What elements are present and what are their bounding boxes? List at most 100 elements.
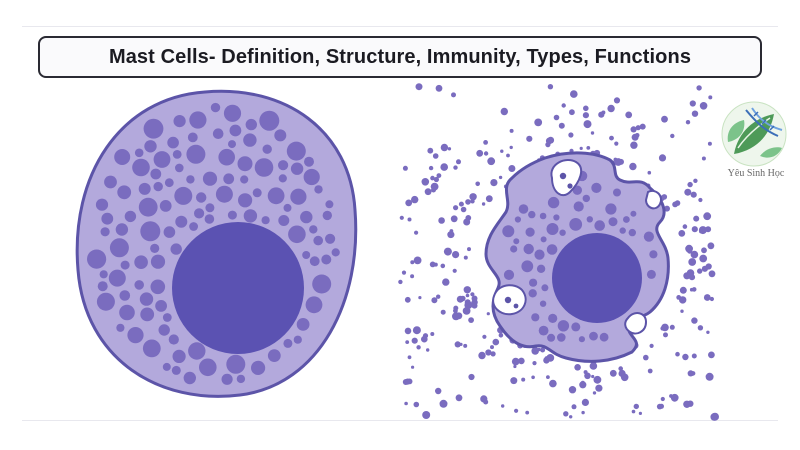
released-granule xyxy=(583,105,589,112)
granule xyxy=(243,133,257,147)
released-granule xyxy=(633,403,639,410)
released-granule xyxy=(469,193,477,201)
granule xyxy=(95,198,109,211)
released-granule xyxy=(399,215,404,220)
released-granule xyxy=(456,159,461,165)
released-granule xyxy=(678,230,686,237)
released-granule xyxy=(635,125,641,131)
granule xyxy=(278,160,289,171)
granule xyxy=(296,318,310,331)
released-granule xyxy=(660,396,665,402)
released-granule xyxy=(482,334,487,339)
granule xyxy=(518,204,529,214)
released-granule xyxy=(471,295,478,302)
released-granule xyxy=(546,375,550,379)
released-granule xyxy=(398,279,403,285)
granule xyxy=(218,148,235,166)
granule xyxy=(586,216,593,223)
granule xyxy=(124,210,137,223)
released-granule xyxy=(682,353,689,361)
granule xyxy=(594,220,605,231)
granule xyxy=(189,222,199,231)
released-granule xyxy=(630,126,637,133)
granule xyxy=(140,307,155,322)
granule xyxy=(163,226,176,238)
granule xyxy=(158,324,170,336)
released-granule xyxy=(490,351,496,357)
granule xyxy=(553,214,560,221)
granule xyxy=(138,182,151,195)
granule xyxy=(143,118,164,139)
released-granule xyxy=(613,157,618,162)
released-granule xyxy=(429,261,436,268)
released-granule xyxy=(404,296,411,303)
granule xyxy=(305,296,323,314)
vacuole-granule xyxy=(567,183,573,189)
released-granule xyxy=(454,341,461,348)
granule xyxy=(252,188,262,198)
granule xyxy=(288,225,306,244)
released-granule xyxy=(685,244,693,253)
granule xyxy=(286,141,306,161)
released-granule xyxy=(553,114,560,121)
released-granule xyxy=(708,351,715,359)
released-granule xyxy=(586,146,591,150)
granule xyxy=(183,371,196,385)
released-granule xyxy=(593,375,602,384)
granule xyxy=(283,203,292,212)
granule xyxy=(238,193,253,208)
released-granule xyxy=(579,146,583,150)
released-granule xyxy=(685,120,691,125)
granule xyxy=(619,227,626,234)
released-granule xyxy=(422,411,431,419)
vacuole-granule xyxy=(513,303,519,309)
granule xyxy=(134,148,144,158)
released-granule xyxy=(547,136,555,144)
released-granule xyxy=(433,176,439,183)
granule xyxy=(546,223,559,235)
granule xyxy=(186,175,195,184)
granule xyxy=(150,254,166,269)
granule xyxy=(159,200,172,212)
released-granule xyxy=(513,364,517,369)
released-granule xyxy=(431,187,436,193)
granule xyxy=(548,313,558,323)
granule xyxy=(142,339,161,358)
released-granule xyxy=(463,218,471,226)
granule xyxy=(546,244,558,255)
released-granule xyxy=(435,84,443,92)
released-granule xyxy=(691,110,699,117)
released-granule xyxy=(698,226,707,235)
released-granule xyxy=(468,373,475,381)
granule xyxy=(150,243,160,253)
granule xyxy=(536,264,546,273)
granule xyxy=(529,278,538,287)
released-granule xyxy=(696,85,702,91)
granule xyxy=(259,110,280,131)
granule xyxy=(589,331,598,341)
released-granule xyxy=(547,84,554,90)
granule xyxy=(539,212,547,220)
granule xyxy=(194,208,205,219)
top-divider xyxy=(22,26,778,27)
granule xyxy=(525,227,535,237)
released-granule xyxy=(481,202,486,206)
granule xyxy=(172,150,182,159)
released-granule xyxy=(701,247,707,254)
released-granule xyxy=(460,295,466,302)
granule xyxy=(643,231,655,242)
granule xyxy=(630,210,637,217)
released-granule xyxy=(584,372,591,380)
released-granule xyxy=(691,226,698,233)
released-granule xyxy=(455,394,463,402)
released-granule xyxy=(463,286,471,294)
bottom-divider xyxy=(22,420,778,421)
granule xyxy=(108,269,126,287)
granule xyxy=(215,185,233,203)
released-granule xyxy=(462,307,471,315)
granule xyxy=(322,210,332,221)
released-granule xyxy=(485,349,492,356)
granule xyxy=(116,323,125,332)
granule xyxy=(541,284,549,292)
granule xyxy=(97,281,108,292)
